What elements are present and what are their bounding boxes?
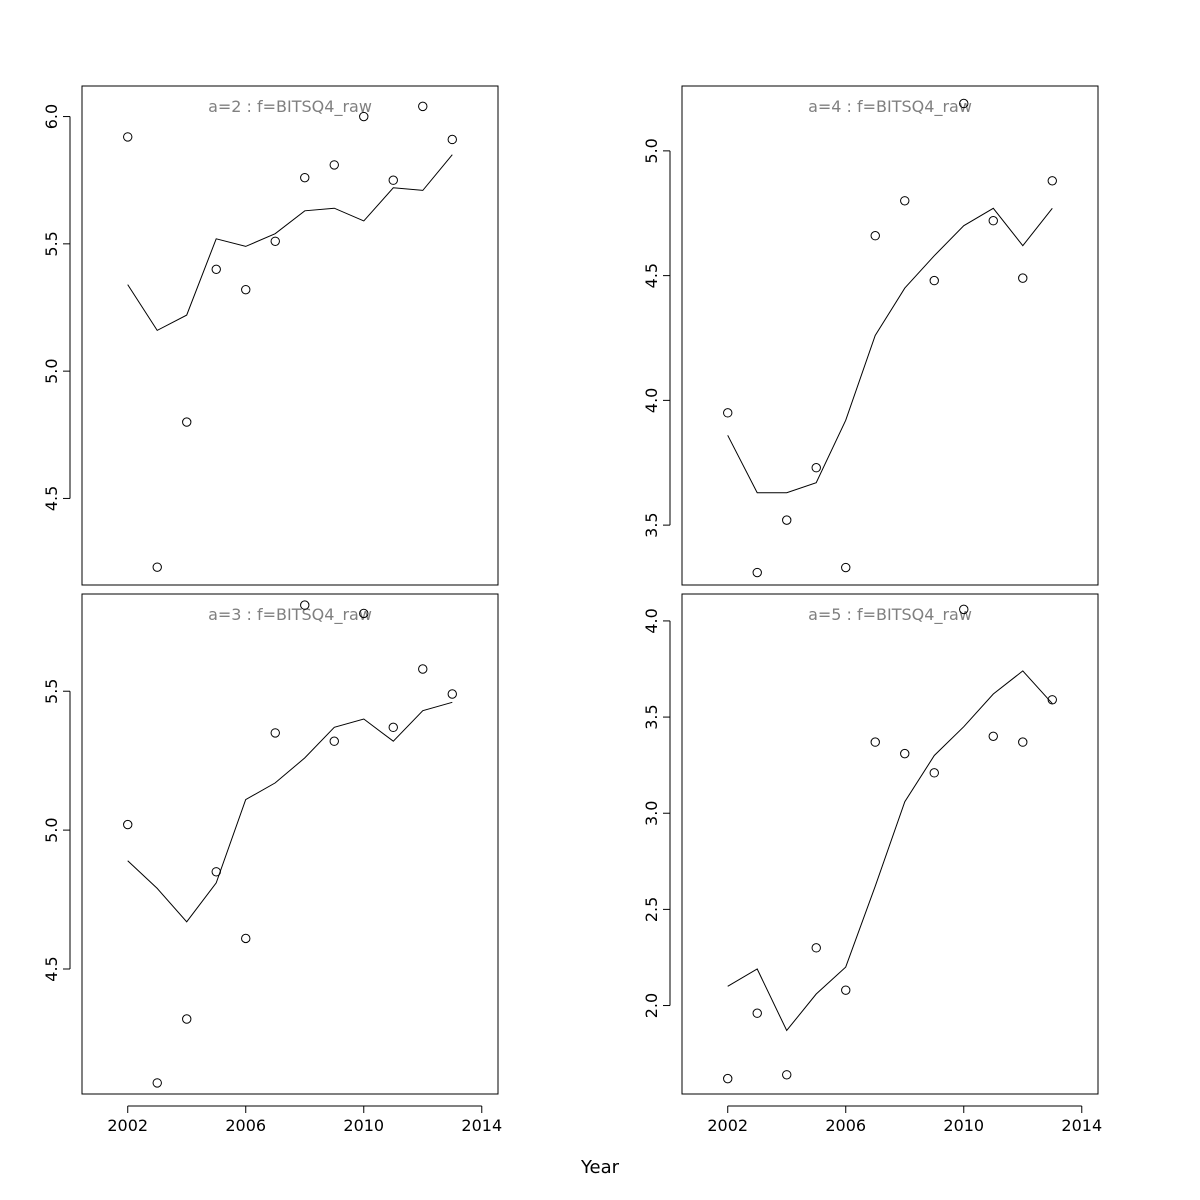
x-tick-label-a3-3: 2014 xyxy=(461,1116,502,1135)
fitted-line-a5 xyxy=(727,670,1053,1032)
data-point-a2-2007 xyxy=(270,236,280,247)
y-tick-label-a2-3: 6.0 xyxy=(42,104,61,129)
plot-frame-a3 xyxy=(81,593,499,1095)
plot-frame-a5 xyxy=(681,593,1099,1095)
data-point-a4-2011 xyxy=(988,216,998,226)
data-point-a4-2003 xyxy=(752,567,762,578)
data-point-a4-2005 xyxy=(811,463,821,473)
data-point-a5-2007 xyxy=(870,737,880,747)
fitted-line-a3 xyxy=(127,701,453,923)
panel-a3: 4.5 5.0 5.5 2002 2006 2010 2014 a=3 : f=BITSQ4_… xyxy=(42,593,502,1135)
data-point-a3-2002 xyxy=(123,819,133,830)
plot-frame-a4 xyxy=(681,85,1099,586)
data-point-a2-2006 xyxy=(241,284,251,295)
y-tick-label-a5-0: 2.0 xyxy=(642,993,661,1018)
data-point-a4-2002 xyxy=(723,408,733,418)
data-point-a5-2010 xyxy=(959,604,969,615)
y-tick-label-a2-0: 4.5 xyxy=(42,486,61,511)
data-point-a4-2004 xyxy=(782,515,792,525)
data-point-a2-2002 xyxy=(123,132,133,142)
y-tick-label-a5-4: 4.0 xyxy=(642,608,661,633)
y-tick-label-a5-1: 2.5 xyxy=(642,897,661,922)
fitted-line-a4 xyxy=(727,207,1053,494)
data-point-a3-2013 xyxy=(447,689,457,699)
y-tick-label-a4-2: 4.5 xyxy=(642,263,661,288)
y-tick-label-a4-1: 4.0 xyxy=(642,388,661,413)
data-point-a3-2009 xyxy=(329,736,339,746)
data-point-a5-2008 xyxy=(900,748,910,759)
x-tick-label-a5-1: 2006 xyxy=(825,1116,866,1135)
y-tick-label-a3-0: 4.5 xyxy=(42,956,61,981)
data-point-a5-2004 xyxy=(782,1070,792,1080)
data-point-a3-2010 xyxy=(359,608,369,619)
y-tick-label-a4-0: 3.5 xyxy=(642,512,661,537)
data-point-a4-2008 xyxy=(900,196,910,206)
data-point-a2-2012 xyxy=(418,101,428,112)
panel-a5: 2.0 2.5 3.0 3.5 4.0 2002 2006 2010 2014 a=5 : f=B… xyxy=(642,593,1102,1135)
data-point-a3-2003 xyxy=(152,1078,162,1088)
data-point-a3-2004 xyxy=(182,1014,192,1024)
data-point-a2-2004 xyxy=(182,417,192,427)
y-tick-label-a4-3: 5.0 xyxy=(642,138,661,163)
data-point-a3-2005 xyxy=(211,867,221,877)
data-point-a4-2007 xyxy=(870,231,880,241)
x-tick-label-a5-2: 2010 xyxy=(943,1116,984,1135)
y-tick-label-a5-3: 3.5 xyxy=(642,704,661,729)
panel-title-a5: a=5 : f=BITSQ4_raw xyxy=(808,605,972,625)
panel-a2: 4.5 5.0 5.5 6.0 a=2 : f=BITSQ4_raw xyxy=(42,85,499,586)
y-tick-label-a3-1: 5.0 xyxy=(42,817,61,842)
panel-title-a2: a=2 : f=BITSQ4_raw xyxy=(208,97,372,117)
fitted-line-a2 xyxy=(127,154,453,332)
x-axis-label: Year xyxy=(580,1157,620,1178)
data-point-a4-2009 xyxy=(929,275,939,286)
data-point-a4-2010 xyxy=(959,98,969,109)
data-point-a3-2008 xyxy=(300,600,310,610)
data-point-a3-2007 xyxy=(270,728,280,738)
data-point-a5-2011 xyxy=(988,731,998,742)
data-point-a2-2013 xyxy=(447,134,457,145)
data-point-a2-2003 xyxy=(152,562,162,572)
data-point-a3-2011 xyxy=(388,722,398,733)
data-point-a2-2005 xyxy=(211,264,221,275)
data-point-a3-2006 xyxy=(241,933,251,944)
data-point-a2-2010 xyxy=(359,111,369,122)
data-point-a4-2013 xyxy=(1047,176,1057,186)
plot-frame-a2 xyxy=(81,85,499,586)
x-tick-label-a3-2: 2010 xyxy=(343,1116,384,1135)
data-point-a5-2002 xyxy=(723,1073,733,1084)
data-point-a5-2012 xyxy=(1018,737,1028,747)
data-point-a4-2006 xyxy=(841,562,851,573)
y-tick-label-a2-1: 5.0 xyxy=(42,358,61,383)
x-tick-label-a3-0: 2002 xyxy=(107,1116,148,1135)
data-point-a4-2012 xyxy=(1018,273,1028,283)
data-point-a2-2011 xyxy=(388,175,398,185)
data-point-a5-2005 xyxy=(811,943,821,953)
data-point-a5-2003 xyxy=(752,1008,762,1018)
data-point-a5-2013 xyxy=(1047,695,1057,705)
panel-title-a3: a=3 : f=BITSQ4_raw xyxy=(208,605,372,625)
y-tick-label-a3-2: 5.5 xyxy=(42,678,61,703)
x-tick-label-a5-0: 2002 xyxy=(707,1116,748,1135)
data-point-a3-2012 xyxy=(418,664,428,674)
y-tick-label-a2-2: 5.5 xyxy=(42,231,61,256)
data-point-a2-2008 xyxy=(300,172,310,183)
data-point-a2-2009 xyxy=(329,160,339,170)
panel-a4: 3.5 4.0 4.5 5.0 a=4 : f=BITSQ4_raw xyxy=(642,85,1099,586)
data-point-a5-2006 xyxy=(841,985,851,995)
x-tick-label-a5-3: 2014 xyxy=(1061,1116,1102,1135)
panel-title-a4: a=4 : f=BITSQ4_raw xyxy=(808,97,972,117)
y-tick-label-a5-2: 3.0 xyxy=(642,801,661,826)
x-tick-label-a3-1: 2006 xyxy=(225,1116,266,1135)
data-point-a5-2009 xyxy=(929,768,939,778)
